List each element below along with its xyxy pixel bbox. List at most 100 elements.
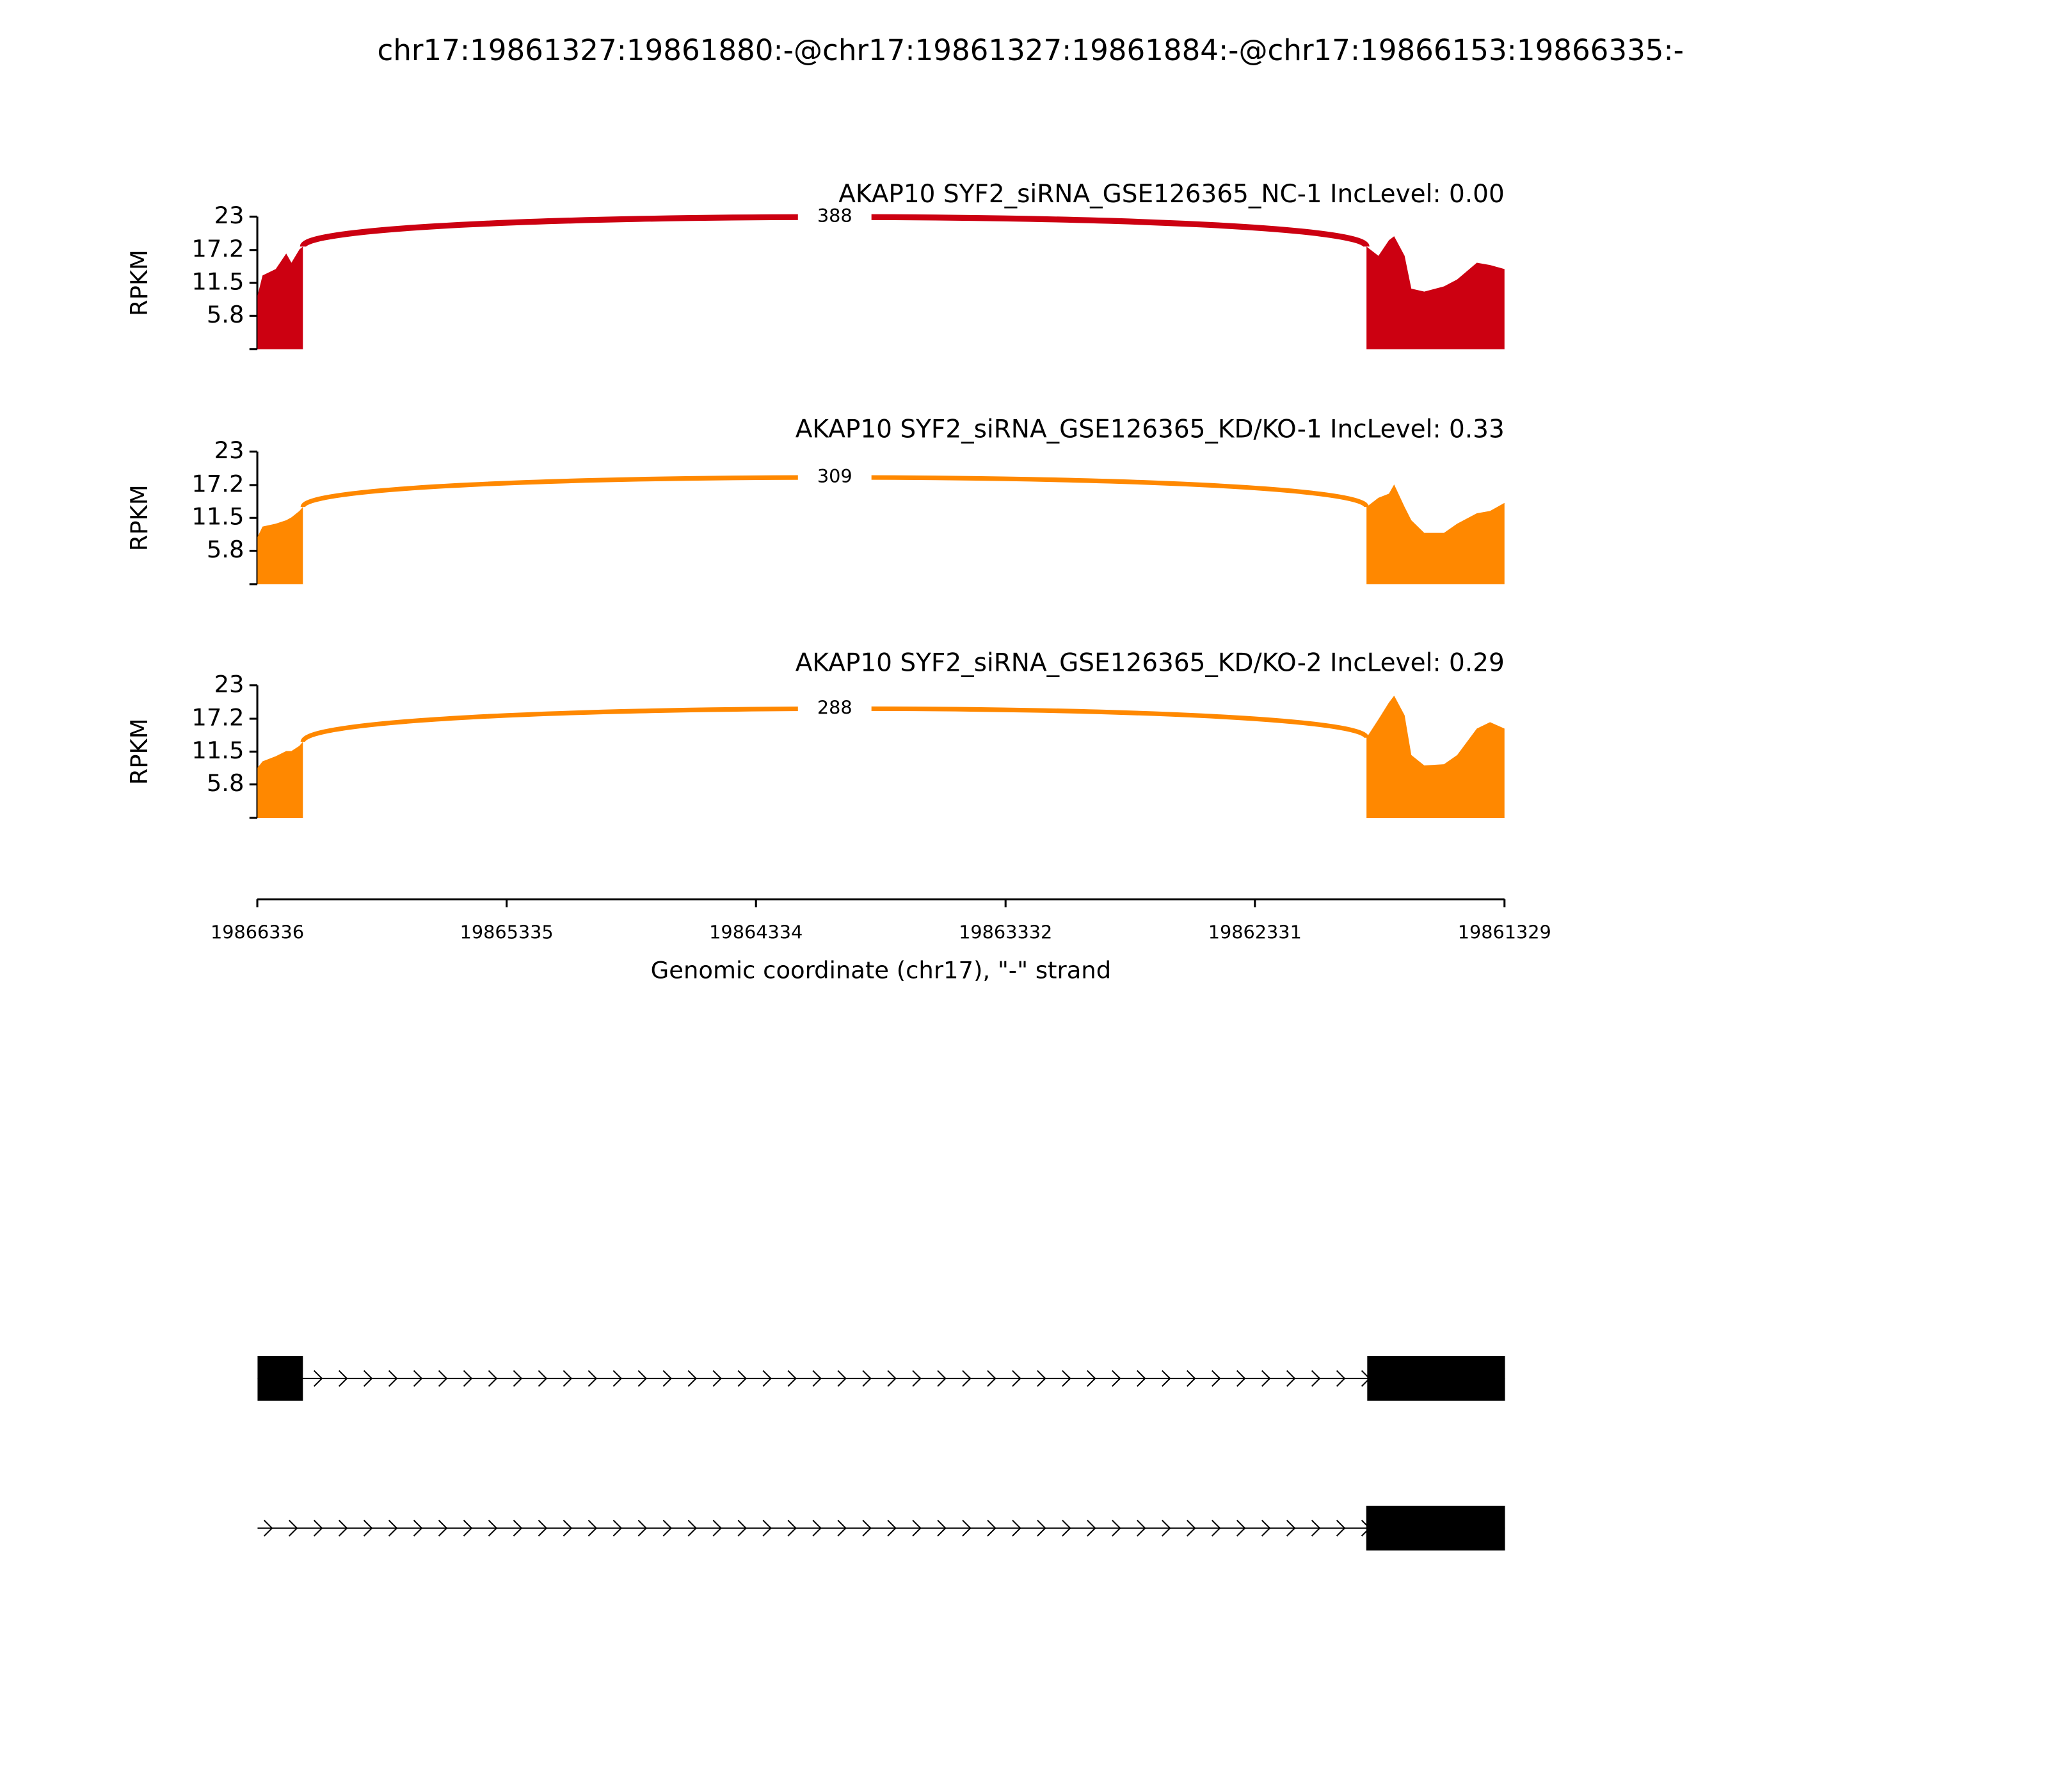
strand-arrow bbox=[662, 1370, 673, 1387]
y-tick-label: 5.8 bbox=[207, 536, 244, 563]
strand-arrow bbox=[987, 1519, 996, 1537]
strand-arrow bbox=[912, 1519, 922, 1537]
strand-arrow bbox=[313, 1519, 323, 1537]
strand-arrow bbox=[388, 1519, 398, 1537]
plot-title: chr17:19861327:19861880:-@chr17:19861327… bbox=[378, 33, 1684, 67]
junction-count: 388 bbox=[817, 205, 852, 227]
strand-arrow bbox=[637, 1370, 648, 1387]
strand-arrow bbox=[887, 1370, 897, 1387]
sample-label: AKAP10 SYF2_siRNA_GSE126365_NC-1 IncLeve… bbox=[838, 180, 1505, 209]
strand-arrow bbox=[662, 1519, 673, 1537]
strand-arrow bbox=[1187, 1370, 1196, 1387]
strand-arrow bbox=[588, 1370, 598, 1387]
strand-arrow bbox=[1311, 1519, 1321, 1537]
strand-arrow bbox=[538, 1519, 548, 1537]
strand-arrow bbox=[1137, 1370, 1146, 1387]
strand-arrow bbox=[1261, 1370, 1271, 1387]
strand-arrow bbox=[1286, 1519, 1296, 1537]
strand-arrow bbox=[513, 1519, 523, 1537]
strand-arrow bbox=[862, 1519, 872, 1537]
junction-label-bg bbox=[797, 698, 872, 719]
strand-arrow bbox=[438, 1370, 448, 1387]
strand-arrow bbox=[488, 1519, 498, 1537]
junction-label-bg bbox=[797, 206, 872, 228]
strand-arrow bbox=[962, 1370, 972, 1387]
x-tick-label: 19864334 bbox=[709, 921, 803, 943]
strand-arrow bbox=[1162, 1370, 1171, 1387]
strand-arrow bbox=[887, 1519, 897, 1537]
strand-arrow bbox=[588, 1519, 598, 1537]
strand-arrow bbox=[538, 1370, 548, 1387]
y-axis-label: RPKM bbox=[125, 718, 153, 785]
strand-arrow bbox=[912, 1370, 922, 1387]
strand-arrow bbox=[1137, 1519, 1146, 1537]
strand-arrow bbox=[1087, 1519, 1096, 1537]
x-tick-label: 19865335 bbox=[460, 921, 554, 943]
coverage-area bbox=[1366, 236, 1505, 349]
strand-arrow bbox=[862, 1370, 872, 1387]
strand-arrow bbox=[388, 1370, 398, 1387]
junction-label-bg bbox=[797, 467, 872, 488]
strand-arrow bbox=[637, 1519, 648, 1537]
strand-arrow bbox=[563, 1519, 573, 1537]
exon bbox=[257, 1356, 303, 1401]
strand-arrow bbox=[737, 1519, 747, 1537]
y-tick-label: 23 bbox=[214, 436, 244, 464]
strand-arrow bbox=[563, 1370, 573, 1387]
strand-arrow bbox=[1336, 1519, 1346, 1537]
strand-arrow bbox=[488, 1370, 498, 1387]
y-tick-label: 11.5 bbox=[191, 268, 244, 296]
strand-arrow bbox=[1236, 1370, 1246, 1387]
x-tick-label: 19866336 bbox=[211, 921, 304, 943]
strand-arrow bbox=[687, 1519, 698, 1537]
strand-arrow bbox=[937, 1370, 947, 1387]
strand-arrow bbox=[263, 1519, 273, 1537]
strand-arrow bbox=[937, 1519, 947, 1537]
y-tick-label: 17.2 bbox=[191, 704, 244, 732]
strand-arrow bbox=[987, 1370, 996, 1387]
strand-arrow bbox=[363, 1519, 373, 1537]
y-tick-label: 23 bbox=[214, 202, 244, 229]
y-tick-label: 5.8 bbox=[207, 301, 244, 328]
strand-arrow bbox=[338, 1519, 348, 1537]
strand-arrow bbox=[1211, 1370, 1221, 1387]
x-tick-label: 19861329 bbox=[1458, 921, 1551, 943]
x-axis-label: Genomic coordinate (chr17), "-" strand bbox=[651, 956, 1111, 984]
strand-arrow bbox=[1236, 1519, 1246, 1537]
y-tick-label: 5.8 bbox=[207, 769, 244, 797]
strand-arrow bbox=[1187, 1519, 1196, 1537]
x-tick-label: 19862331 bbox=[1208, 921, 1302, 943]
y-tick-label: 11.5 bbox=[191, 737, 244, 764]
strand-arrow bbox=[1012, 1370, 1021, 1387]
y-tick-label: 17.2 bbox=[191, 470, 244, 497]
strand-arrow bbox=[612, 1519, 623, 1537]
strand-arrow bbox=[837, 1519, 847, 1537]
strand-arrow bbox=[712, 1370, 722, 1387]
coverage-area bbox=[1366, 484, 1505, 584]
sample-label: AKAP10 SYF2_siRNA_GSE126365_KD/KO-1 IncL… bbox=[796, 415, 1505, 444]
y-tick-label: 17.2 bbox=[191, 235, 244, 262]
strand-arrow bbox=[1037, 1519, 1046, 1537]
strand-arrow bbox=[612, 1370, 623, 1387]
y-tick-label: 11.5 bbox=[191, 503, 244, 531]
strand-arrow bbox=[837, 1370, 847, 1387]
strand-arrow bbox=[787, 1370, 797, 1387]
strand-arrow bbox=[1062, 1519, 1071, 1537]
strand-arrow bbox=[687, 1370, 698, 1387]
coverage-area bbox=[257, 246, 303, 349]
strand-arrow bbox=[962, 1519, 972, 1537]
y-tick-label: 23 bbox=[214, 670, 244, 698]
strand-arrow bbox=[513, 1370, 523, 1387]
sample-label: AKAP10 SYF2_siRNA_GSE126365_KD/KO-2 IncL… bbox=[796, 648, 1505, 677]
coverage-area bbox=[257, 742, 303, 818]
strand-arrow bbox=[812, 1370, 822, 1387]
strand-arrow bbox=[1336, 1370, 1346, 1387]
strand-arrow bbox=[762, 1370, 772, 1387]
y-axis-label: RPKM bbox=[125, 484, 153, 551]
exon bbox=[1367, 1356, 1505, 1401]
strand-arrow bbox=[787, 1519, 797, 1537]
coverage-area bbox=[1366, 695, 1505, 818]
strand-arrow bbox=[1286, 1370, 1296, 1387]
strand-arrow bbox=[338, 1370, 348, 1387]
